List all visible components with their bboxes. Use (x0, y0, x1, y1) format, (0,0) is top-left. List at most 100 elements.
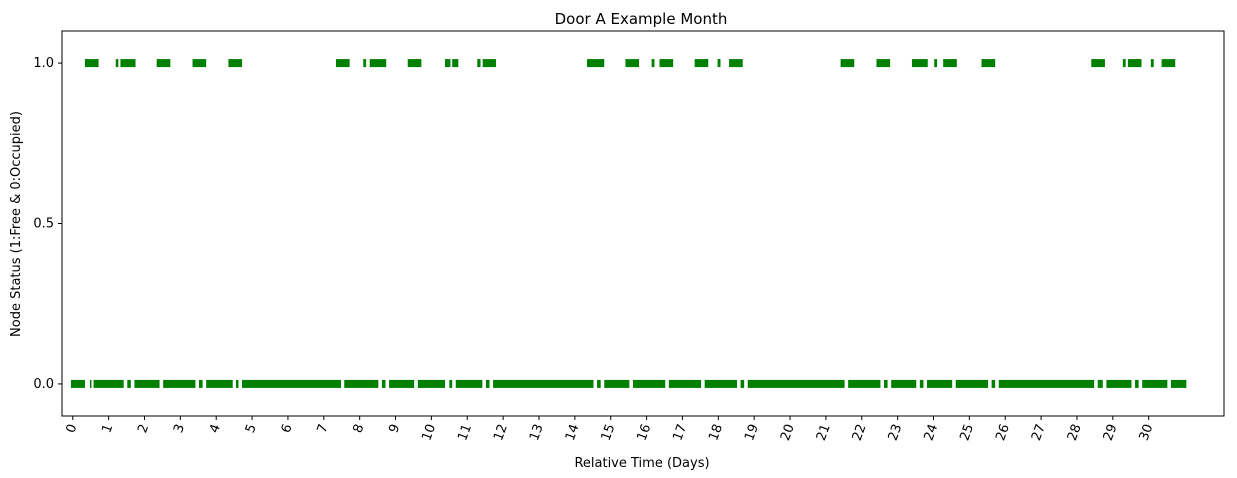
status-mark (477, 59, 481, 68)
status-mark (659, 59, 674, 68)
status-mark (70, 379, 85, 388)
status-mark (199, 379, 203, 388)
x-tick-label: 2 (135, 422, 152, 435)
status-mark (381, 379, 386, 388)
x-tick-label: 11 (455, 422, 475, 443)
status-mark (981, 59, 996, 68)
status-mark (156, 59, 171, 68)
x-tick-label: 6 (279, 422, 296, 435)
status-mark (694, 59, 709, 68)
status-mark (115, 59, 119, 68)
x-tick-label: 8 (351, 422, 368, 435)
x-tick-label: 18 (706, 422, 726, 443)
status-mark (911, 59, 928, 68)
x-tick-label: 1 (99, 422, 116, 435)
status-mark (747, 379, 845, 388)
status-mark (445, 59, 451, 68)
x-tick-label: 0 (64, 422, 81, 435)
x-tick-label: 19 (742, 422, 762, 443)
status-mark (235, 379, 239, 388)
x-tick-label: 24 (922, 422, 942, 443)
x-tick-label: 23 (886, 422, 906, 443)
status-mark (891, 379, 917, 388)
status-mark (482, 59, 496, 68)
x-tick-label: 10 (419, 422, 439, 443)
status-mark (1170, 379, 1187, 388)
status-mark (228, 59, 243, 68)
x-tick-label: 28 (1065, 422, 1085, 443)
status-mark (1142, 379, 1168, 388)
x-tick-label: 9 (386, 422, 403, 435)
x-tick-label: 7 (315, 422, 332, 435)
status-mark (704, 379, 737, 388)
status-mark (955, 379, 989, 388)
status-mark (407, 59, 422, 68)
x-tick-label: 15 (599, 422, 619, 443)
x-tick-label: 12 (491, 422, 511, 443)
y-axis: 0.0 0.5 1.0 (33, 56, 62, 392)
status-mark (344, 379, 379, 388)
status-mark (927, 379, 953, 388)
status-mark (991, 379, 996, 388)
status-mark (1097, 379, 1103, 388)
status-mark (998, 379, 1095, 388)
status-mark (1161, 59, 1176, 68)
status-mark (363, 59, 367, 68)
x-tick-label: 30 (1137, 422, 1157, 443)
status-mark (848, 379, 881, 388)
status-mark (192, 59, 207, 68)
status-mark (840, 59, 855, 68)
status-mark (1106, 379, 1132, 388)
x-tick-label: 13 (527, 422, 547, 443)
y-axis-label: Node Status (1:Free & 0:Occupied) (9, 111, 24, 337)
plot-marks (70, 59, 1187, 388)
status-mark (604, 379, 630, 388)
x-tick-label: 14 (563, 422, 583, 443)
status-mark (493, 379, 594, 388)
status-mark (389, 379, 415, 388)
status-mark (1135, 379, 1139, 388)
status-mark (876, 59, 891, 68)
status-mark (452, 59, 459, 68)
y-tick-label: 0.0 (33, 377, 54, 392)
x-tick-label: 16 (635, 422, 655, 443)
status-mark (651, 59, 655, 68)
x-tick-label: 22 (850, 422, 870, 443)
x-tick-label: 29 (1101, 422, 1121, 443)
status-mark (449, 379, 453, 388)
x-axis: 0 1 2 3 4 5 6 7 8 9 10 11 12 13 14 15 16 17 18 19 20 21 22 23 24… (64, 416, 1157, 443)
status-mark (919, 379, 924, 388)
x-tick-label: 3 (171, 422, 188, 435)
status-mark (1127, 59, 1142, 68)
status-mark (668, 379, 702, 388)
status-mark (884, 379, 888, 388)
status-mark (206, 379, 233, 388)
status-mark (455, 379, 483, 388)
status-mark (163, 379, 196, 388)
y-tick-label: 0.5 (33, 217, 54, 232)
y-tick-label: 1.0 (33, 56, 54, 71)
status-mark (1091, 59, 1105, 68)
status-mark (729, 59, 743, 68)
status-mark (740, 379, 745, 388)
x-tick-label: 17 (670, 422, 690, 443)
x-tick-label: 26 (993, 422, 1013, 443)
x-tick-label: 4 (207, 422, 224, 435)
status-mark (336, 59, 350, 68)
status-mark (84, 59, 99, 68)
status-mark (597, 379, 601, 388)
x-tick-label: 21 (814, 422, 834, 443)
status-mark (632, 379, 666, 388)
status-mark (485, 379, 490, 388)
x-tick-label: 5 (243, 422, 260, 435)
chart-title: Door A Example Month (555, 10, 728, 28)
status-mark (134, 379, 160, 388)
status-mark (93, 379, 124, 388)
status-mark (1150, 59, 1154, 68)
plot-frame (61, 30, 1225, 417)
status-mark (1122, 59, 1126, 68)
status-mark (934, 59, 938, 68)
status-mark (242, 379, 342, 388)
x-axis-label: Relative Time (Days) (574, 456, 709, 471)
